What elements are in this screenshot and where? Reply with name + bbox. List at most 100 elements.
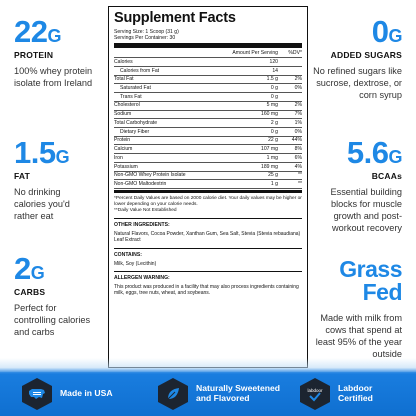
stat-grass-fed: Grass Fed Made with milk from cows that … bbox=[306, 256, 403, 361]
nutrient-amount: 189 mg bbox=[261, 163, 278, 170]
facts-row: Sodium 160 mg 7% bbox=[114, 111, 302, 120]
stat-label: CARBS bbox=[14, 287, 46, 297]
stat-label: ADDED SUGARS bbox=[330, 50, 402, 60]
supplement-facts-panel: Supplement Facts Serving Size: 1 Scoop (… bbox=[108, 6, 308, 368]
footnote-not-established: **Daily Value Not Established bbox=[114, 208, 177, 214]
nutrient-dv: 44% bbox=[291, 137, 302, 144]
nutrient-amount: 1 g bbox=[270, 181, 278, 188]
stat-value: 5.6 bbox=[346, 135, 389, 170]
footnote-dv: *Percent Daily Values are based on 2000 … bbox=[114, 195, 302, 207]
nutrient-dv: 1% bbox=[294, 119, 302, 126]
other-ingredients-text: Natural Flavors, Cocoa Powder, Xanthan G… bbox=[114, 230, 301, 244]
nutrient-dv: 0% bbox=[294, 128, 302, 135]
badge-naturally-sweetened: Naturally Sweetened and Flavored bbox=[158, 378, 280, 410]
nutrient-amount: 1.5 g bbox=[266, 76, 278, 83]
nutrient-dv bbox=[278, 94, 302, 100]
nutrient-dv: ** bbox=[298, 181, 302, 188]
nutrient-dv: 6% bbox=[294, 154, 302, 161]
stat-description: No refined sugars like sucrose, dextrose… bbox=[313, 66, 402, 101]
stat-value: Grass Fed bbox=[339, 256, 402, 305]
nutrient-name: Protein bbox=[114, 137, 131, 144]
nutrient-amount: 1 mg bbox=[266, 154, 278, 161]
stat-description: Essential building blocks for muscle gro… bbox=[330, 187, 402, 234]
nutrient-name: Calories bbox=[114, 58, 133, 65]
nutrient-dv bbox=[278, 59, 302, 65]
nutrient-amount: 0 g bbox=[270, 128, 278, 135]
facts-divider bbox=[114, 43, 302, 49]
nutrient-amount: 0 g bbox=[270, 93, 278, 100]
nutrient-dv bbox=[278, 68, 302, 74]
stat-value: 22 bbox=[14, 14, 48, 49]
nutrient-name: Non-GMO Maltodextrin bbox=[114, 181, 167, 188]
stat-carbs: 2G CARBS Perfect for controlling calorie… bbox=[14, 253, 110, 338]
nutrient-name: Total Carbohydrate bbox=[114, 119, 158, 126]
facts-row: Saturated Fat 0 g 0% bbox=[114, 84, 302, 94]
badge-made-in-usa: Made in USA bbox=[22, 378, 113, 410]
usa-map-icon bbox=[22, 378, 52, 410]
nutrient-name: Iron bbox=[114, 154, 123, 161]
stat-protein: 22G PROTEIN 100% whey protein isolate fr… bbox=[14, 16, 110, 89]
nutrient-dv: 0% bbox=[294, 85, 302, 92]
badge-text: Labdoor bbox=[338, 383, 373, 394]
labdoor-icon-text: labdoor bbox=[307, 388, 323, 393]
badge-text: Certified bbox=[338, 393, 373, 403]
nutrient-amount: 2 g bbox=[270, 119, 278, 126]
nutrient-name: Sodium bbox=[114, 111, 132, 118]
stat-label: BCAAs bbox=[371, 171, 402, 181]
stat-value: 0 bbox=[371, 14, 389, 49]
nutrient-amount: 22 g bbox=[268, 137, 278, 144]
stat-description: No drinking calories you'd rather eat bbox=[14, 187, 70, 222]
nutrient-amount: 0 g bbox=[270, 85, 278, 92]
facts-title: Supplement Facts bbox=[114, 10, 236, 26]
facts-header-row: Amount Per Serving %DV* bbox=[114, 49, 302, 59]
facts-divider bbox=[114, 190, 302, 193]
amount-per-serving-header: Amount Per Serving bbox=[232, 50, 278, 57]
badge-text: Made in USA bbox=[60, 388, 113, 399]
stat-unit: G bbox=[388, 26, 402, 46]
nutrient-dv: 4% bbox=[294, 163, 302, 170]
nutrient-name: Calcium bbox=[114, 146, 133, 153]
dv-header: %DV* bbox=[288, 50, 302, 57]
stat-unit: G bbox=[30, 263, 45, 283]
stat-value: 1.5 bbox=[14, 135, 56, 170]
nutrient-dv: 8% bbox=[294, 146, 302, 153]
facts-row: Calories from Fat 14 bbox=[114, 67, 302, 76]
nutrient-name: Saturated Fat bbox=[120, 85, 151, 92]
nutrient-amount: 25 g bbox=[268, 172, 278, 179]
facts-row: Protein 22 g 44% bbox=[114, 137, 302, 146]
stat-added-sugars: 0G ADDED SUGARS No refined sugars like s… bbox=[306, 16, 402, 101]
stat-unit: G bbox=[47, 26, 61, 46]
other-ingredients-heading: OTHER INGREDIENTS: bbox=[114, 222, 170, 229]
nutrient-name: Calories from Fat bbox=[120, 67, 160, 74]
contains-heading: CONTAINS: bbox=[114, 252, 142, 259]
facts-row: Total Fat 1.5 g 2% bbox=[114, 76, 302, 85]
facts-row: Potassium 189 mg 4% bbox=[114, 163, 302, 172]
facts-row: Total Carbohydrate 2 g 1% bbox=[114, 119, 302, 128]
nutrient-name: Dietary Fiber bbox=[120, 128, 150, 135]
badge-labdoor-certified: labdoor Labdoor Certified bbox=[300, 378, 373, 410]
stat-label: FAT bbox=[14, 171, 31, 181]
facts-row: Calories 120 bbox=[114, 58, 302, 67]
stat-description: 100% whey protein isolate from Ireland bbox=[14, 66, 93, 89]
nutrient-amount: 14 bbox=[272, 67, 278, 74]
nutrient-dv: 2% bbox=[294, 102, 302, 109]
nutrient-name: Potassium bbox=[114, 163, 138, 170]
facts-row: Calcium 107 mg 8% bbox=[114, 145, 302, 155]
facts-rows: Calories 120 Calories from Fat 14 Total Fat 1… bbox=[114, 58, 302, 190]
labdoor-icon: labdoor bbox=[300, 378, 330, 410]
serving-size: Serving Size: 1 Scoop (31 g) bbox=[114, 28, 179, 35]
badge-band: Made in USA Naturally Sweetened and Flavo… bbox=[0, 358, 416, 416]
nutrient-name: Non-GMO Whey Protein Isolate bbox=[114, 172, 186, 179]
stat-unit: G bbox=[55, 147, 70, 167]
contains-section: CONTAINS: Milk, Soy (Lecithin) bbox=[114, 248, 302, 267]
stat-description: Perfect for controlling calories and car… bbox=[14, 303, 91, 338]
nutrient-name: Total Fat bbox=[114, 76, 134, 83]
badge-text: and Flavored bbox=[196, 393, 250, 403]
stat-label: PROTEIN bbox=[14, 50, 54, 60]
facts-row: Non-GMO Maltodextrin 1 g ** bbox=[114, 180, 302, 190]
facts-row: Iron 1 mg 6% bbox=[114, 154, 302, 163]
facts-row: Non-GMO Whey Protein Isolate 25 g ** bbox=[114, 172, 302, 181]
stat-unit: G bbox=[388, 147, 402, 167]
contains-text: Milk, Soy (Lecithin) bbox=[114, 260, 157, 267]
facts-row: Dietary Fiber 0 g 0% bbox=[114, 128, 302, 137]
